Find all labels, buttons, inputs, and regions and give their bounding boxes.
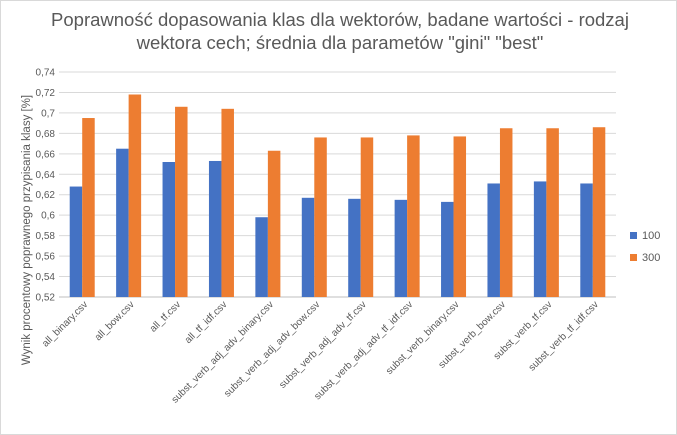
x-tick-label: all_bow.csv bbox=[93, 299, 137, 343]
bar-series-300 bbox=[546, 128, 559, 297]
bar-series-100 bbox=[301, 197, 315, 297]
legend-swatch bbox=[630, 254, 637, 261]
x-tick-label: all_binary.csv bbox=[40, 299, 90, 349]
x-tick-label: all_tf.csv bbox=[148, 299, 183, 334]
legend-swatch bbox=[630, 232, 637, 239]
bars bbox=[69, 94, 606, 298]
legend: 100 300 bbox=[630, 230, 660, 264]
y-tick-label: 0,6 bbox=[41, 211, 55, 222]
x-tick-label: subst_verb_adj_adv_tf.csv bbox=[277, 299, 369, 391]
bar-series-100 bbox=[116, 148, 129, 297]
bar-series-100 bbox=[487, 183, 500, 297]
bar-series-100 bbox=[348, 198, 361, 297]
bar-series-300 bbox=[592, 127, 606, 298]
bar-series-300 bbox=[314, 137, 327, 297]
bar-series-300 bbox=[407, 135, 420, 297]
bar-series-100 bbox=[394, 199, 408, 297]
bar-series-300 bbox=[499, 128, 513, 297]
y-tick-label: 0,68 bbox=[36, 129, 56, 140]
y-tick-label: 0,58 bbox=[36, 231, 56, 242]
bar-series-100 bbox=[580, 183, 593, 297]
y-tick-labels: 0,52 0,54 0,56 0,58 0,6 0,62 0,64 0,66 0,68 0,7 0,… bbox=[36, 68, 56, 304]
y-tick-label: 0,64 bbox=[36, 170, 56, 181]
x-tick-label: subst_verb_adj_adv_tf_idf.csv bbox=[312, 299, 415, 402]
bar-series-300 bbox=[82, 118, 95, 297]
bar-series-300 bbox=[453, 136, 467, 297]
chart-title-line-1: Poprawność dopasowania klas dla wektorów… bbox=[51, 9, 629, 30]
bar-series-100 bbox=[69, 186, 83, 297]
x-tick-label: all_tf_idf.csv bbox=[183, 299, 230, 346]
x-tick-label: subst_verb_adj_adv_binary.csv bbox=[170, 299, 276, 405]
bar-series-100 bbox=[441, 201, 454, 297]
legend-label: 300 bbox=[642, 252, 660, 264]
y-tick-label: 0,74 bbox=[36, 68, 56, 79]
bar-series-100 bbox=[533, 181, 547, 297]
bar-series-300 bbox=[128, 94, 142, 297]
bar-series-100 bbox=[162, 162, 176, 297]
y-tick-label: 0,54 bbox=[36, 272, 56, 283]
y-tick-label: 0,52 bbox=[36, 293, 56, 304]
y-tick-label: 0,72 bbox=[36, 88, 56, 99]
y-tick-label: 0,66 bbox=[36, 149, 56, 160]
y-tick-label: 0,7 bbox=[41, 108, 55, 119]
bar-series-100 bbox=[208, 160, 222, 297]
chart-title: Poprawność dopasowania klas dla wektorów… bbox=[30, 8, 650, 54]
bar-series-300 bbox=[175, 106, 188, 297]
bar-series-300 bbox=[360, 137, 374, 297]
y-tick-label: 0,62 bbox=[36, 190, 56, 201]
bar-series-300 bbox=[221, 108, 234, 298]
gridlines bbox=[59, 71, 616, 298]
y-tick-label: 0,56 bbox=[36, 252, 56, 263]
y-axis-label: Wynik procentowy poprawnego przypisania … bbox=[21, 95, 33, 365]
bar-series-100 bbox=[255, 217, 268, 297]
bar-series-300 bbox=[267, 150, 281, 297]
x-tick-labels: all_binary.csv all_bow.csv all_tf.csv all_t… bbox=[40, 299, 601, 405]
chart-title-line-2: wektora cech; średnia dla parametów "gin… bbox=[136, 32, 544, 53]
legend-label: 100 bbox=[642, 230, 660, 242]
x-tick-label: subst_verb_adj_adv_bow.csv bbox=[222, 299, 322, 399]
